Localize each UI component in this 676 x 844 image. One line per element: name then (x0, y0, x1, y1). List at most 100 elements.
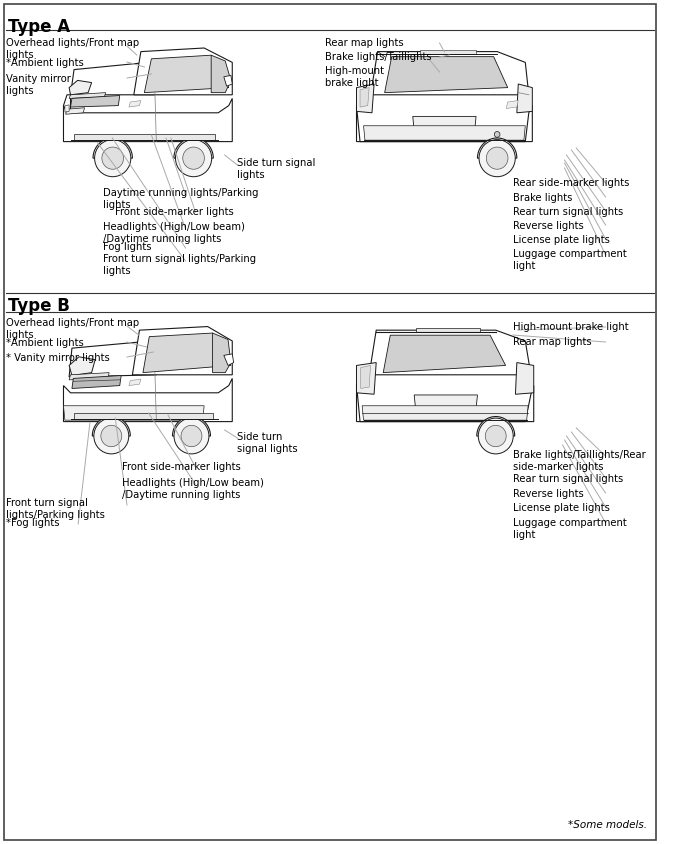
Polygon shape (64, 378, 233, 422)
Polygon shape (72, 376, 121, 388)
Polygon shape (360, 88, 369, 107)
Text: Rear map lights: Rear map lights (513, 337, 592, 347)
Circle shape (174, 418, 209, 454)
Bar (74, 134, 215, 140)
Polygon shape (129, 379, 141, 386)
Circle shape (94, 418, 128, 454)
Polygon shape (143, 333, 231, 373)
Text: License plate lights: License plate lights (513, 235, 610, 245)
Polygon shape (70, 95, 120, 107)
Polygon shape (385, 57, 508, 93)
Polygon shape (364, 126, 525, 140)
Text: Type A: Type A (8, 18, 70, 36)
Circle shape (183, 147, 204, 170)
Text: Luggage compartment
light: Luggage compartment light (513, 249, 627, 272)
Polygon shape (477, 417, 514, 436)
Circle shape (479, 139, 515, 176)
Polygon shape (93, 138, 132, 158)
Text: Rear map lights: Rear map lights (325, 38, 404, 48)
Polygon shape (356, 84, 374, 113)
Text: Overhead lights/Front map
lights: Overhead lights/Front map lights (6, 38, 139, 61)
Polygon shape (70, 62, 158, 95)
Polygon shape (369, 330, 531, 375)
Text: Brake lights/Taillights: Brake lights/Taillights (325, 52, 432, 62)
Text: Brake lights: Brake lights (513, 193, 572, 203)
Text: License plate lights: License plate lights (513, 503, 610, 513)
Text: Type B: Type B (8, 297, 70, 315)
Text: Side turn signal
lights: Side turn signal lights (237, 158, 316, 181)
Polygon shape (65, 105, 69, 112)
Text: Front side-marker lights: Front side-marker lights (115, 207, 234, 217)
Bar (416, 328, 479, 332)
Polygon shape (145, 55, 228, 93)
Polygon shape (69, 341, 160, 377)
Polygon shape (356, 106, 532, 142)
Polygon shape (69, 357, 95, 376)
Polygon shape (356, 384, 534, 422)
Polygon shape (93, 417, 130, 436)
Text: High-mount brake light: High-mount brake light (513, 322, 629, 332)
Text: *Ambient lights: *Ambient lights (6, 58, 84, 68)
Polygon shape (172, 417, 210, 436)
Polygon shape (383, 335, 506, 373)
Polygon shape (414, 395, 477, 408)
Circle shape (181, 425, 202, 446)
Polygon shape (66, 108, 84, 114)
Polygon shape (174, 138, 214, 158)
Text: Front turn signal lights/Parking
lights: Front turn signal lights/Parking lights (103, 254, 256, 276)
Text: Vanity mirror
lights: Vanity mirror lights (6, 74, 71, 96)
Circle shape (479, 418, 513, 454)
Polygon shape (69, 80, 92, 95)
Text: Headlights (High/Low beam)
/Daytime running lights: Headlights (High/Low beam) /Daytime runn… (122, 478, 264, 500)
Text: High-mount
brake light: High-mount brake light (325, 66, 384, 89)
Text: Side turn
signal lights: Side turn signal lights (237, 432, 298, 454)
Polygon shape (134, 48, 233, 95)
Text: Overhead lights/Front map
lights: Overhead lights/Front map lights (6, 318, 139, 340)
Polygon shape (362, 406, 528, 420)
Polygon shape (64, 99, 233, 142)
Polygon shape (69, 93, 105, 99)
Text: *Some models.: *Some models. (568, 820, 647, 830)
Text: Luggage compartment
light: Luggage compartment light (513, 518, 627, 540)
Polygon shape (69, 373, 110, 380)
Text: Front turn signal
lights/Parking lights: Front turn signal lights/Parking lights (6, 498, 105, 521)
Text: *Ambient lights: *Ambient lights (6, 338, 84, 348)
Circle shape (101, 425, 122, 446)
Polygon shape (64, 406, 204, 420)
Text: Reverse lights: Reverse lights (513, 221, 583, 231)
Polygon shape (413, 116, 476, 131)
Bar (420, 50, 476, 54)
Polygon shape (356, 363, 377, 394)
Circle shape (176, 139, 212, 176)
Polygon shape (515, 363, 534, 394)
Circle shape (494, 132, 500, 138)
Polygon shape (224, 75, 233, 86)
Polygon shape (132, 327, 233, 375)
Text: Front side-marker lights: Front side-marker lights (122, 462, 241, 472)
Polygon shape (517, 84, 532, 113)
Polygon shape (361, 365, 370, 388)
Text: *Fog lights: *Fog lights (6, 518, 59, 528)
Text: * Vanity mirror lights: * Vanity mirror lights (6, 353, 110, 363)
Text: Headlights (High/Low beam)
/Daytime running lights: Headlights (High/Low beam) /Daytime runn… (103, 222, 245, 245)
Polygon shape (212, 333, 231, 373)
Text: Rear turn signal lights: Rear turn signal lights (513, 474, 623, 484)
Polygon shape (64, 95, 70, 113)
Text: Brake lights/Taillights/Rear
side-marker lights: Brake lights/Taillights/Rear side-marker… (513, 450, 646, 473)
Circle shape (102, 147, 124, 170)
Text: Fog lights: Fog lights (103, 242, 151, 252)
Polygon shape (477, 138, 517, 158)
Polygon shape (224, 354, 234, 365)
Circle shape (486, 147, 508, 170)
Polygon shape (211, 55, 231, 93)
Polygon shape (370, 51, 529, 95)
Text: Daytime running lights/Parking
lights: Daytime running lights/Parking lights (103, 188, 258, 210)
Polygon shape (129, 100, 141, 107)
Circle shape (95, 139, 131, 176)
Text: Rear side-marker lights: Rear side-marker lights (513, 178, 629, 188)
Circle shape (485, 425, 506, 446)
Text: Rear turn signal lights: Rear turn signal lights (513, 207, 623, 217)
Bar (74, 413, 214, 419)
Text: Reverse lights: Reverse lights (513, 489, 583, 499)
Polygon shape (506, 100, 518, 109)
